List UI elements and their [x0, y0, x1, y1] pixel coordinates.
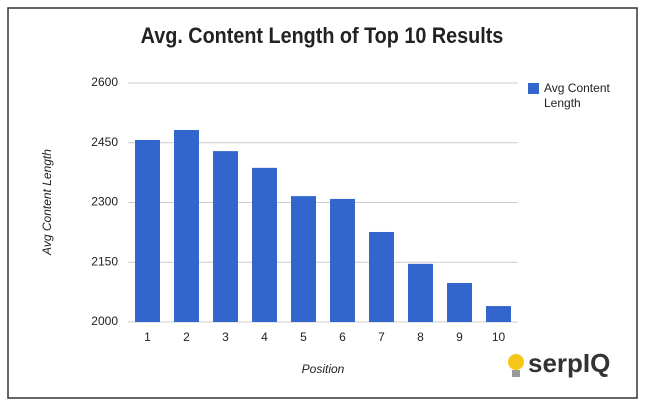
- y-tick-label: 2600: [91, 75, 118, 89]
- x-axis-label: Position: [302, 362, 345, 376]
- x-tick-label: 5: [300, 330, 307, 344]
- y-axis-label: Avg Content Length: [40, 149, 54, 256]
- bar: [252, 167, 277, 322]
- y-tick-label: 2000: [91, 314, 118, 328]
- bar: [291, 196, 316, 322]
- logo: serpIQ: [508, 348, 610, 378]
- bulb-base: [512, 370, 520, 377]
- legend-label: Avg Content Length: [544, 81, 610, 110]
- bar: [486, 306, 511, 322]
- x-tick-label: 6: [339, 330, 346, 344]
- logo-text: serpIQ: [528, 348, 610, 378]
- x-tick-label: 9: [456, 330, 463, 344]
- y-tick-label: 2450: [91, 135, 118, 149]
- bar: [174, 130, 199, 322]
- x-tick-label: 2: [183, 330, 190, 344]
- y-tick-label: 2300: [91, 195, 118, 209]
- bulb-icon: [508, 354, 524, 370]
- legend-entry: Avg Content Length: [544, 81, 610, 110]
- bar: [408, 263, 433, 322]
- x-tick-label: 8: [417, 330, 424, 344]
- bar: [213, 151, 238, 322]
- x-tick-label: 4: [261, 330, 268, 344]
- x-tick-label: 1: [144, 330, 151, 344]
- chart-title: Avg. Content Length of Top 10 Results: [141, 24, 504, 48]
- bar: [447, 282, 472, 322]
- x-tick-label: 3: [222, 330, 229, 344]
- bar: [369, 231, 394, 322]
- bar: [135, 139, 160, 322]
- bar: [330, 198, 355, 322]
- x-tick-label: 10: [492, 330, 506, 344]
- legend-swatch: [528, 83, 539, 94]
- y-tick-label: 2150: [91, 254, 118, 268]
- x-tick-label: 7: [378, 330, 385, 344]
